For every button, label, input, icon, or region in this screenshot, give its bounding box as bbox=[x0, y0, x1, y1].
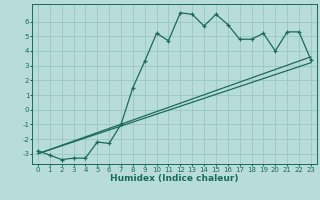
X-axis label: Humidex (Indice chaleur): Humidex (Indice chaleur) bbox=[110, 174, 239, 183]
